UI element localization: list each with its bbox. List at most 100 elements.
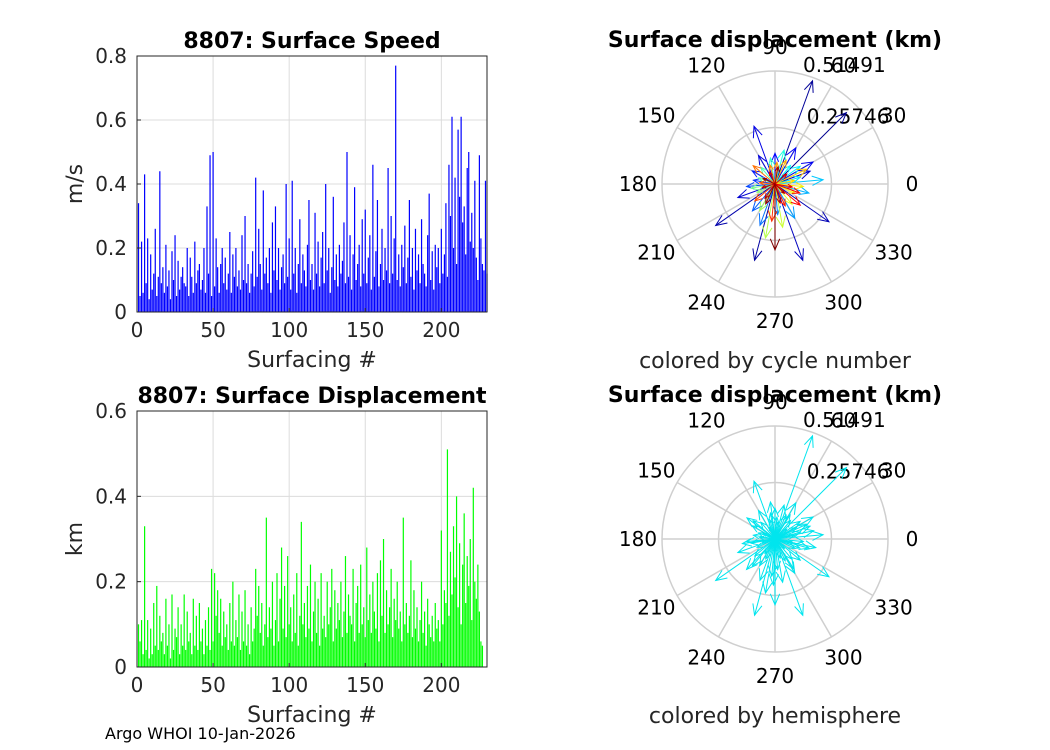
vector-arrowhead xyxy=(782,173,788,179)
displacement-vector xyxy=(774,521,779,540)
vector-arrowhead xyxy=(776,197,782,205)
y-axis-label: m/s xyxy=(63,164,88,204)
displacement-vector xyxy=(774,530,814,540)
vector-arrowhead xyxy=(791,165,802,175)
y-tick-label: 0.2 xyxy=(95,236,127,260)
displacement-vector xyxy=(774,179,824,185)
vector-arrowhead xyxy=(811,530,825,541)
vector-arrowhead xyxy=(785,146,797,160)
x-tick-label: 150 xyxy=(346,673,384,697)
vector-arrowhead xyxy=(714,215,728,227)
vector-arrowhead xyxy=(764,193,770,200)
y-tick-label: 0.4 xyxy=(95,172,127,196)
vector-arrowhead xyxy=(770,151,780,162)
displacement-vector xyxy=(768,171,776,185)
vector-arrowhead xyxy=(791,520,802,530)
displacement-vector xyxy=(774,538,830,578)
vector-arrowhead xyxy=(752,248,763,262)
displacement-vector xyxy=(774,149,785,185)
speed-chart: 0 50 100 150 200 0 0.2 0.4 0.6 0.8 Surfacing # m/s 8… xyxy=(63,29,488,373)
vector-arrowhead xyxy=(760,521,767,529)
vector-arrowhead xyxy=(794,248,804,262)
vector-arrowhead xyxy=(752,178,760,185)
displacement-vector xyxy=(774,183,785,194)
vector-arrowhead xyxy=(751,170,761,178)
vector-arrowhead xyxy=(768,525,773,532)
vector-arrowhead xyxy=(776,552,782,560)
x-tick-label: 100 xyxy=(270,318,308,342)
displacement-vector xyxy=(760,521,776,540)
vector-arrowhead xyxy=(752,519,762,529)
vector-arrowhead xyxy=(757,177,764,182)
displacement-vector xyxy=(774,166,779,185)
vector-arrowhead xyxy=(762,581,773,595)
vector-arrowhead xyxy=(757,532,764,537)
theta-label: 30 xyxy=(881,104,906,128)
polar-hemisphere-chart: 0 30 60 90 120 150 180 210 240 270 300 330 0.25746 0.… xyxy=(608,383,942,729)
vector-arrowhead xyxy=(749,538,759,546)
vector-arrowhead xyxy=(753,193,763,202)
vector-arrowhead xyxy=(789,527,798,534)
vector-arrowhead xyxy=(790,196,802,206)
displacement-vector xyxy=(774,514,791,540)
displacement-vector xyxy=(774,538,784,583)
x-tick-label: 0 xyxy=(131,318,144,342)
theta-label: 240 xyxy=(687,646,725,670)
theta-label: 270 xyxy=(756,309,794,333)
x-tick-label: 50 xyxy=(200,318,225,342)
vector-arrowhead xyxy=(785,501,797,515)
vector-arrowhead xyxy=(835,466,848,479)
vector-arrowhead xyxy=(753,548,763,557)
displacement-vector xyxy=(762,183,776,188)
displacement-vector xyxy=(774,165,791,185)
polar-cycle-chart: 0 30 60 90 120 150 180 210 240 270 300 330 0.25746 0.… xyxy=(608,28,942,374)
displacement-vector xyxy=(774,170,811,185)
displacement-vector xyxy=(769,501,776,540)
displacement-vector xyxy=(765,183,776,205)
x-axis-label: Surfacing # xyxy=(247,703,377,728)
vector-arrowhead xyxy=(803,79,814,93)
theta-label: 120 xyxy=(687,408,725,432)
polar-title: Surface displacement (km) xyxy=(608,383,942,408)
vector-arrowhead xyxy=(752,125,763,139)
y-tick-label: 0.8 xyxy=(95,44,127,68)
y-tick-label: 0.4 xyxy=(95,484,127,508)
vector-arrowhead xyxy=(798,541,811,551)
r-tick-label: 0.25746 xyxy=(807,104,890,128)
polar-title: Surface displacement (km) xyxy=(608,28,942,53)
displacement-vector xyxy=(754,538,776,557)
vector-arrowhead xyxy=(741,538,753,547)
displacement-vector xyxy=(774,538,816,549)
displacement-vector xyxy=(752,183,776,212)
displacement-vector xyxy=(768,526,776,540)
vector-arrowhead xyxy=(784,561,796,575)
displacement-vector xyxy=(774,183,830,223)
displacement-vector xyxy=(774,183,784,228)
vector-arrowhead xyxy=(770,506,780,517)
displacement-vector xyxy=(715,183,776,226)
polar-caption: colored by hemisphere xyxy=(649,704,901,729)
vector-arrowhead xyxy=(758,556,768,567)
x-tick-label: 150 xyxy=(346,318,384,342)
theta-label: 180 xyxy=(619,527,657,551)
y-axis-label: km xyxy=(63,522,88,556)
vector-arrowhead xyxy=(817,566,830,578)
displacement-vector xyxy=(754,538,776,616)
vector-arrowhead xyxy=(794,603,804,617)
footer-credit: Argo WHOI 10-Jan-2026 xyxy=(105,724,296,743)
y-tick-label: 0 xyxy=(114,655,127,679)
displacement-vector xyxy=(774,520,791,540)
r-tick-label: 0.51491 xyxy=(803,53,886,77)
displacement-vector xyxy=(774,183,804,261)
displacement-vector xyxy=(774,159,787,185)
theta-label: 0 xyxy=(906,172,919,196)
polar-spoke xyxy=(774,538,874,597)
vector-arrowhead xyxy=(752,603,763,617)
y-tick-label: 0.2 xyxy=(95,570,127,594)
vector-arrowhead xyxy=(775,215,786,229)
displacement-vector xyxy=(765,538,776,560)
vector-arrowhead xyxy=(755,187,764,193)
vector-arrowhead xyxy=(765,197,771,206)
vector-arrowhead xyxy=(817,211,830,223)
